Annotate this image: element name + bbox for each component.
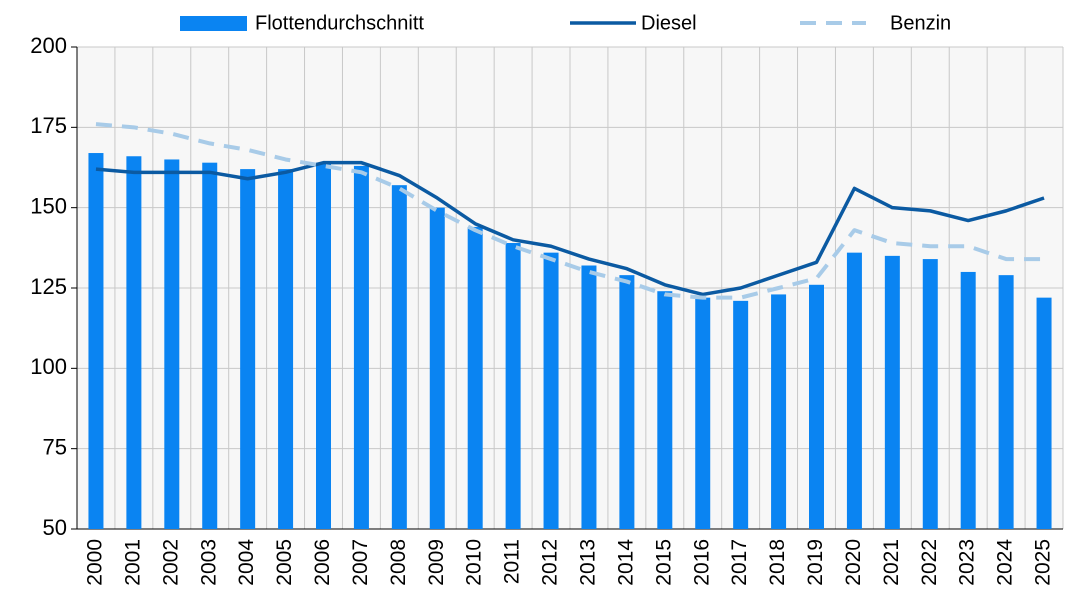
x-tick-label: 2024: [994, 539, 1017, 586]
x-tick-label: 2011: [501, 539, 524, 584]
bar: [1036, 297, 1052, 529]
line-series: [95, 160, 1045, 297]
bar: [240, 169, 256, 529]
y-tick-label: 100: [30, 354, 67, 379]
bar: [771, 294, 787, 529]
y-tick-label: 75: [43, 434, 67, 459]
x-tick-label: 2025: [1032, 539, 1055, 586]
bar: [543, 252, 559, 530]
x-tick-label: 2019: [804, 539, 827, 586]
x-tick-label: 2006: [311, 539, 334, 586]
legend-swatch: [180, 16, 247, 31]
bar: [846, 252, 862, 530]
bar: [619, 275, 635, 529]
x-tick-label: 2016: [690, 539, 713, 586]
bar: [998, 275, 1014, 529]
x-tick-label: 2004: [235, 539, 258, 586]
bar: [353, 165, 369, 530]
x-tick-label: 2017: [728, 539, 751, 586]
x-tick-label: 2012: [539, 539, 562, 586]
x-tick-label: 2023: [956, 539, 979, 586]
x-tick-label: 2002: [159, 539, 182, 586]
bar: [505, 243, 521, 529]
x-tick-label: 2009: [425, 539, 448, 586]
bar: [809, 284, 824, 529]
x-tick-label: 2003: [197, 539, 220, 586]
bar: [391, 185, 407, 529]
bar: [164, 159, 180, 529]
bar: [316, 162, 331, 529]
bar: [88, 153, 104, 530]
x-tick-label: 2018: [766, 539, 789, 586]
y-tick-label: 175: [30, 113, 67, 138]
x-tick-label: 2014: [614, 539, 637, 586]
bar: [202, 162, 218, 529]
bar: [884, 255, 900, 529]
bar: [922, 259, 938, 529]
x-tick-label: 2020: [842, 539, 865, 586]
x-tick-label: 2022: [918, 539, 941, 586]
x-tick-label: 2021: [880, 539, 903, 586]
x-tick-label: 2008: [387, 539, 410, 586]
bar: [429, 207, 445, 529]
bar: [960, 271, 976, 529]
bar: [733, 300, 749, 529]
x-tick-label: 2001: [121, 539, 144, 586]
y-tick-label: 150: [30, 193, 67, 218]
y-tick-label: 200: [30, 33, 67, 58]
y-tick-label: 50: [43, 515, 67, 540]
bar: [695, 297, 711, 529]
x-tick-label: 2005: [273, 539, 296, 586]
x-tick-label: 2000: [84, 539, 107, 586]
x-tick-label: 2007: [349, 539, 372, 586]
bar: [126, 156, 142, 529]
y-tick-label: 125: [30, 274, 67, 299]
bar: [581, 265, 597, 529]
bar: [278, 169, 294, 529]
legend-label: Benzin: [890, 12, 951, 34]
x-tick-label: 2013: [577, 539, 600, 586]
bar: [657, 291, 673, 529]
line-series: [95, 122, 1045, 300]
bar: [467, 226, 483, 530]
x-tick-label: 2010: [463, 539, 486, 586]
legend-label: Diesel: [641, 12, 697, 34]
legend-label: Flottendurchschnitt: [255, 12, 424, 34]
x-tick-label: 2015: [652, 539, 675, 586]
